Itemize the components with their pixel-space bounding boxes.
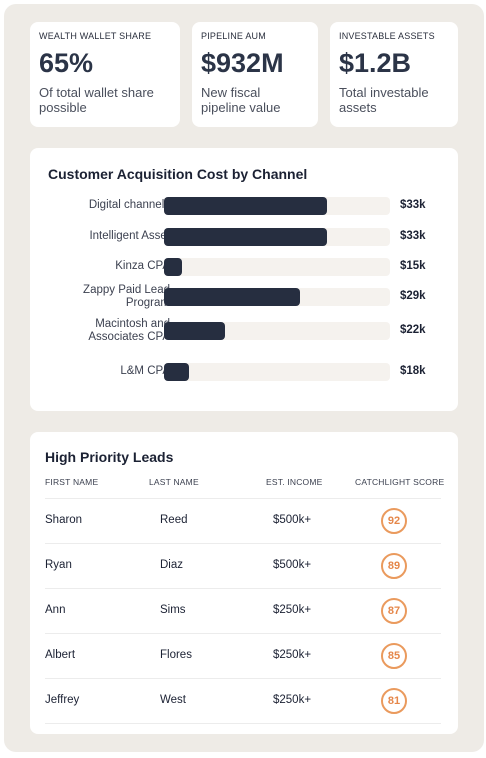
catchlight-score-badge: 92 (381, 508, 407, 534)
est-income-cell: $250k+ (273, 604, 312, 616)
stat-label: PIPELINE AUM (201, 31, 266, 41)
bar-category-label: Macintosh and Associates CPA (88, 318, 170, 343)
bar (164, 197, 327, 215)
bar-value-label: $29k (400, 290, 426, 302)
bar-category-label: Intelligent Asset (89, 230, 170, 242)
catchlight-score-badge: 87 (381, 598, 407, 624)
first-name-cell: Ryan (45, 559, 72, 571)
bar (164, 258, 182, 276)
first-name-cell: Albert (45, 649, 76, 661)
row-divider (45, 498, 441, 499)
est-income-cell: $250k+ (273, 694, 312, 706)
stat-value: 65% (39, 48, 94, 78)
bar (164, 322, 225, 340)
row-divider (45, 678, 441, 679)
bar-track (164, 258, 390, 276)
bar-category-label: Digital channels (88, 199, 170, 211)
dashboard-panel: WEALTH WALLET SHARE 65% Of total wallet … (4, 4, 484, 752)
bar-value-label: $33k (400, 199, 426, 211)
bar-category-label: L&M CPA (120, 365, 170, 377)
catchlight-score-badge: 85 (381, 643, 407, 669)
stat-card-wallet-share: WEALTH WALLET SHARE 65% Of total wallet … (30, 22, 180, 127)
est-income-cell: $500k+ (273, 514, 312, 526)
column-header-last-name: LAST NAME (149, 477, 199, 487)
row-divider (45, 723, 441, 724)
stat-description: Total investable assets (339, 85, 429, 115)
row-divider (45, 633, 441, 634)
stat-label: WEALTH WALLET SHARE (39, 31, 152, 41)
column-header-first-name: FIRST NAME (45, 477, 99, 487)
bar-category-label: Zappy Paid Lead Program (83, 284, 170, 309)
stat-value: $932M (201, 48, 284, 78)
column-header-catchlight-score: CATCHLIGHT SCORE (355, 477, 445, 487)
first-name-cell: Ann (45, 604, 66, 616)
last-name-cell: Diaz (160, 559, 184, 571)
last-name-cell: Flores (160, 649, 192, 661)
first-name-cell: Sharon (45, 514, 83, 526)
row-divider (45, 543, 441, 544)
est-income-cell: $250k+ (273, 649, 312, 661)
bar-value-label: $15k (400, 260, 426, 272)
bar-track (164, 363, 390, 381)
bar-category-label: Kinza CPA (115, 260, 170, 272)
table-title: High Priority Leads (45, 449, 174, 465)
acquisition-cost-chart-card: Customer Acquisition Cost by Channel Dig… (30, 148, 458, 411)
last-name-cell: Sims (160, 604, 186, 616)
catchlight-score-badge: 81 (381, 688, 407, 714)
bar (164, 288, 300, 306)
high-priority-leads-card: High Priority Leads FIRST NAME LAST NAME… (30, 432, 458, 734)
stat-card-investable-assets: INVESTABLE ASSETS $1.2B Total investable… (330, 22, 458, 127)
stat-label: INVESTABLE ASSETS (339, 31, 435, 41)
row-divider (45, 588, 441, 589)
last-name-cell: Reed (160, 514, 188, 526)
chart-title: Customer Acquisition Cost by Channel (48, 166, 308, 182)
last-name-cell: West (160, 694, 186, 706)
catchlight-score-badge: 89 (381, 553, 407, 579)
column-header-est-income: EST. INCOME (266, 477, 323, 487)
bar-value-label: $22k (400, 324, 426, 336)
bar-value-label: $33k (400, 230, 426, 242)
est-income-cell: $500k+ (273, 559, 312, 571)
bar (164, 363, 189, 381)
stat-value: $1.2B (339, 48, 412, 78)
stat-card-pipeline-aum: PIPELINE AUM $932M New fiscal pipeline va… (192, 22, 318, 127)
stat-description: New fiscal pipeline value (201, 85, 281, 115)
stat-description: Of total wallet share possible (39, 85, 154, 115)
bar-value-label: $18k (400, 365, 426, 377)
bar (164, 228, 327, 246)
first-name-cell: Jeffrey (45, 694, 80, 706)
